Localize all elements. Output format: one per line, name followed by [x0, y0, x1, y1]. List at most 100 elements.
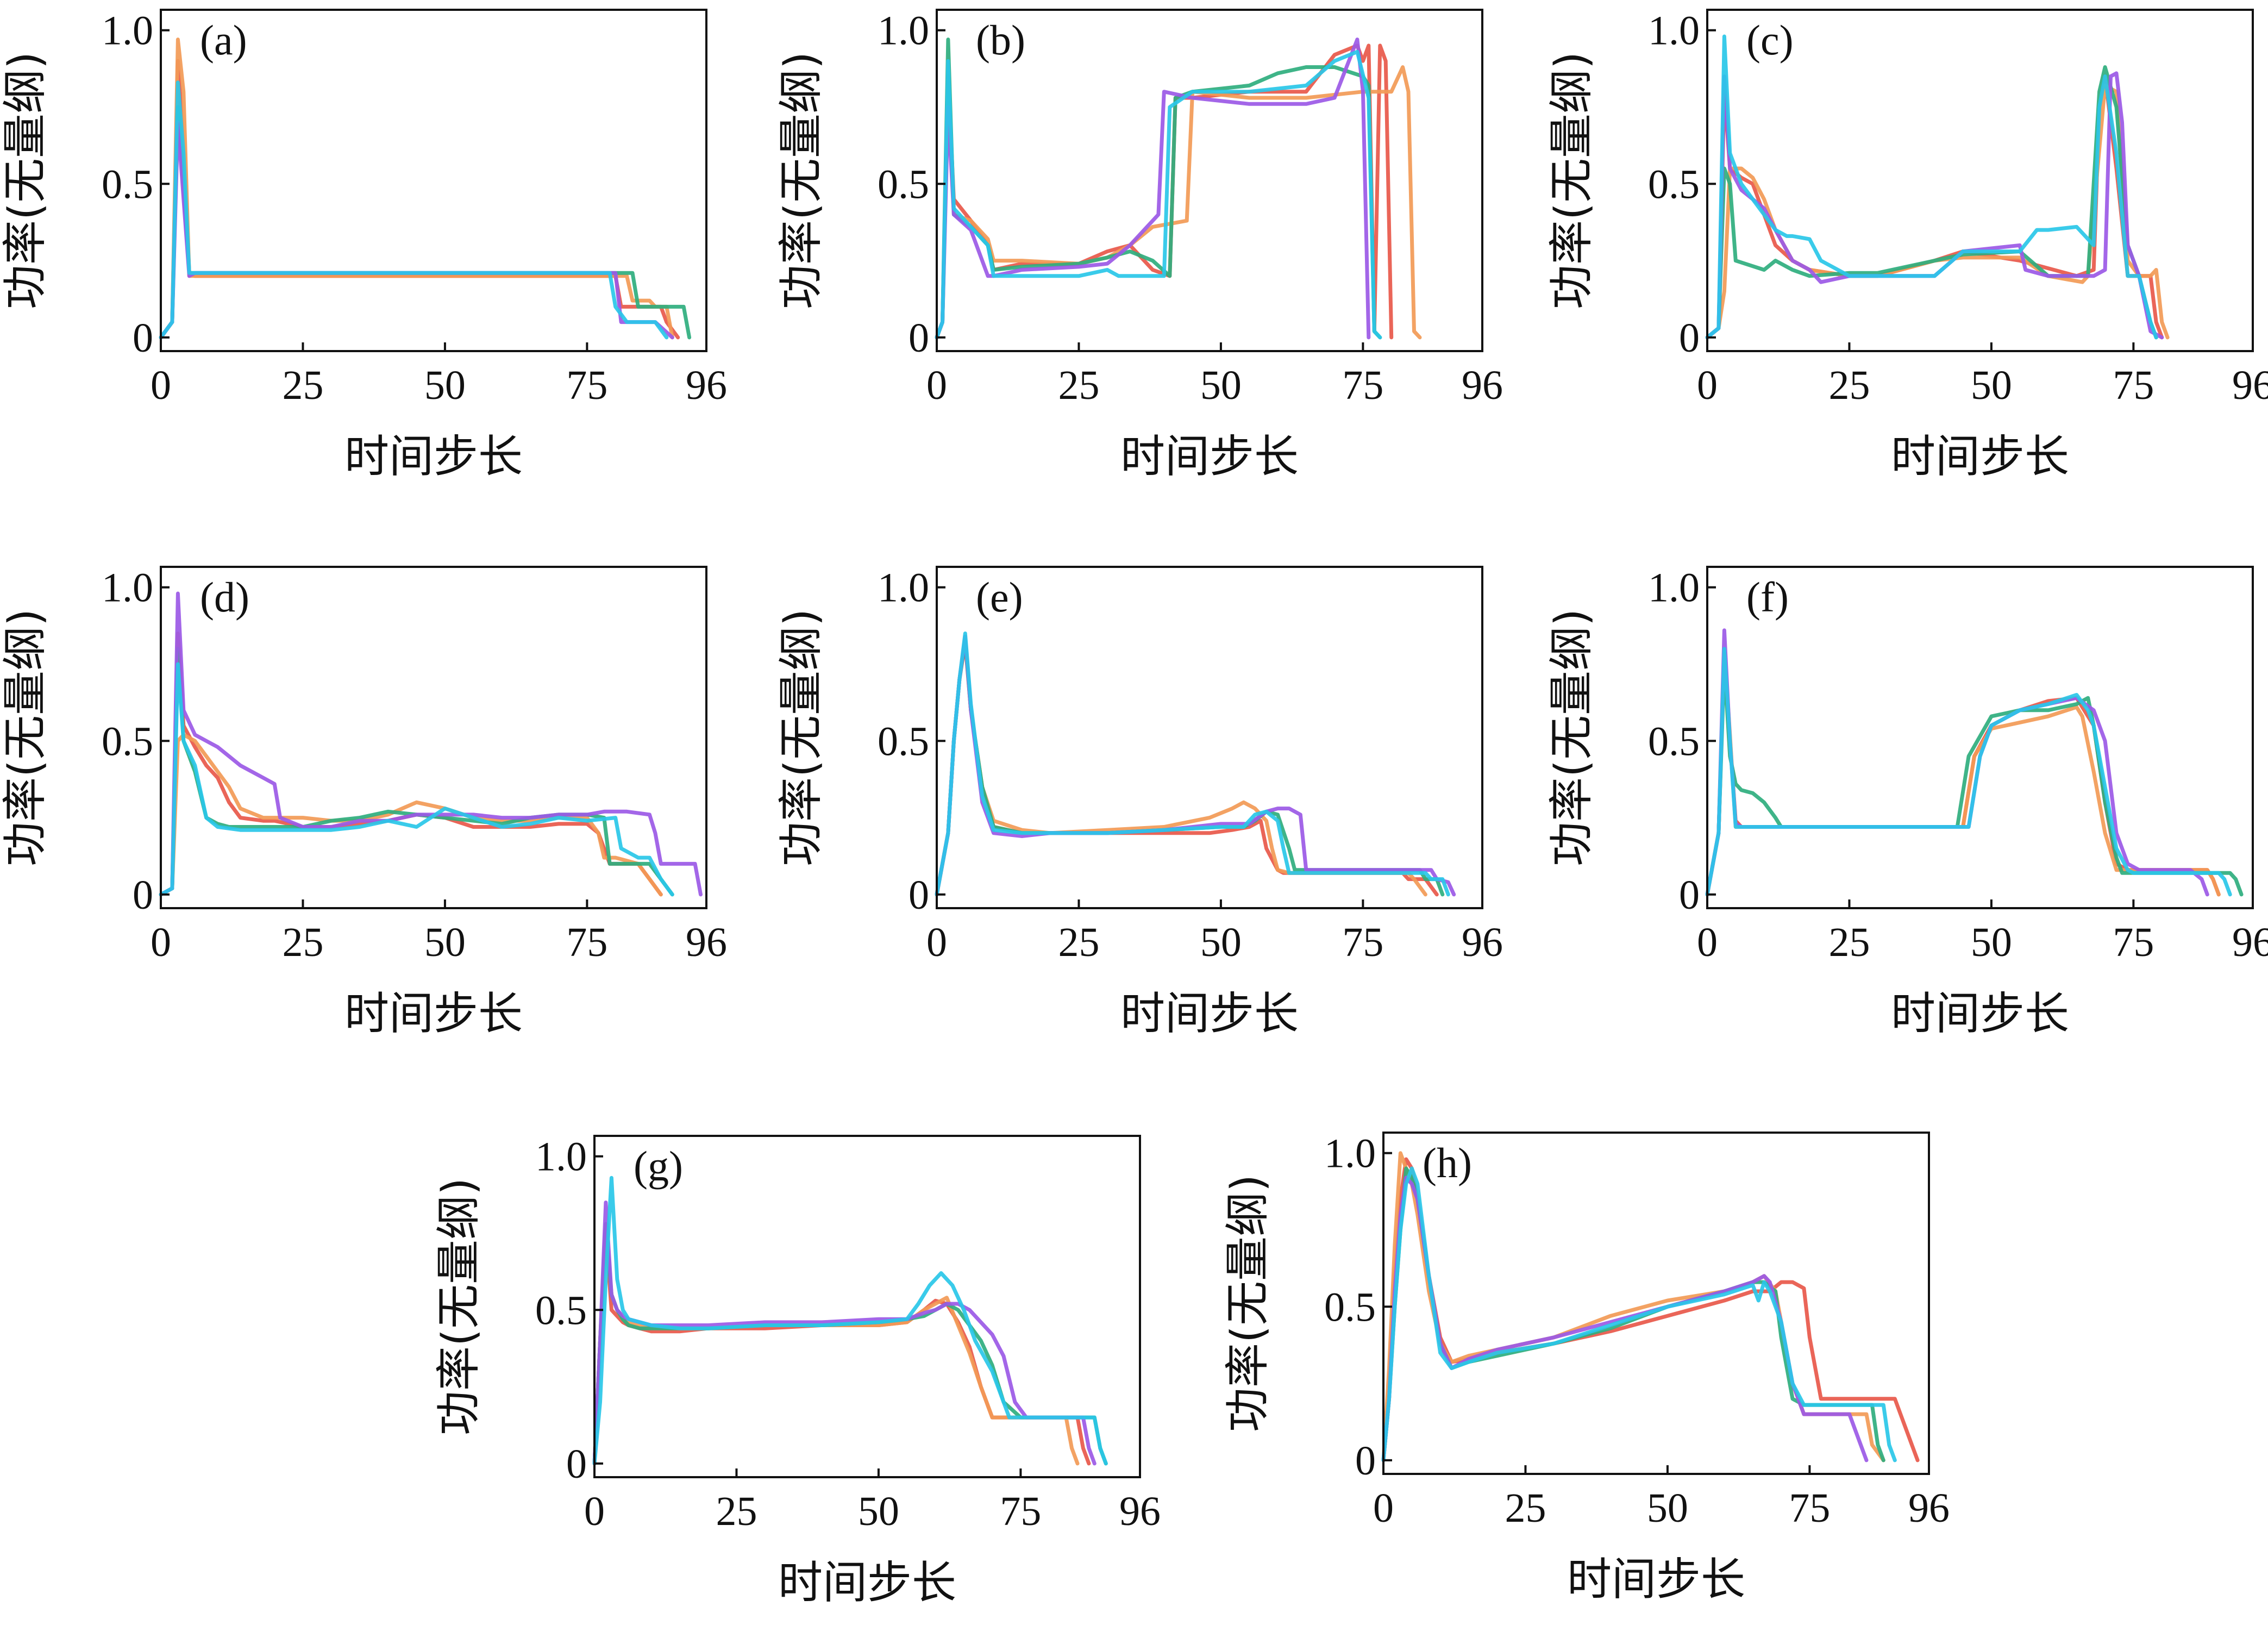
axes-frame [1382, 1132, 1930, 1475]
panel-tag: (d) [200, 573, 249, 621]
panel-tag: (a) [200, 16, 247, 64]
series-line [159, 38, 674, 340]
y-tick-label: 1.0 [535, 1134, 587, 1180]
y-tick-label: 1.0 [878, 565, 929, 611]
axes-frame [160, 9, 707, 352]
series-line [159, 80, 669, 340]
chart-panel: 0 25 50 75 96 0 0.5 1.0 (h) 时间步长 功率(无量纲) [1222, 1131, 1950, 1605]
y-tick-label: 0.5 [102, 718, 153, 764]
y-tick-label: 0.5 [102, 161, 153, 207]
series-line [1381, 1166, 1897, 1462]
series-line [159, 662, 674, 897]
y-tick-label: 0 [133, 872, 153, 918]
y-tick-label: 0 [133, 315, 153, 361]
y-axis-title: 功率(无量纲) [433, 1178, 485, 1435]
series-line [159, 59, 680, 340]
series-line [935, 49, 1382, 340]
x-tick-label: 0 [151, 362, 171, 408]
x-tick-label: 25 [1828, 362, 1870, 408]
chart-panel: 0 25 50 75 96 0 0.5 1.0 (a) 时间步长 功率(无量纲) [0, 8, 727, 483]
y-tick-label: 0 [1679, 872, 1700, 918]
series-line [935, 640, 1439, 897]
chart-panel: 0 25 50 75 96 0 0.5 1.0 (f) 时间步长 功率(无量纲) [1546, 565, 2268, 1040]
x-tick-label: 0 [1697, 362, 1718, 408]
x-tick-label: 50 [1647, 1485, 1688, 1531]
series-line [159, 733, 663, 897]
series-line [935, 38, 1371, 340]
panel-tag: (f) [1746, 573, 1789, 621]
x-tick-label: 50 [424, 920, 466, 965]
y-axis-title: 功率(无量纲) [1222, 1174, 1274, 1432]
y-tick-label: 1.0 [1648, 565, 1700, 611]
x-tick-label: 96 [1908, 1485, 1950, 1531]
series-line [1705, 628, 2209, 897]
axes-frame [936, 566, 1483, 909]
y-tick-label: 1.0 [1648, 8, 1700, 54]
series-line [935, 638, 1445, 897]
y-tick-label: 0.5 [1324, 1284, 1376, 1330]
x-tick-label: 75 [1789, 1485, 1830, 1531]
series-line [592, 1231, 1091, 1466]
series-line [935, 634, 1456, 897]
x-tick-label: 75 [566, 362, 607, 408]
series-line [592, 1222, 1108, 1466]
x-tick-label: 25 [1828, 920, 1870, 965]
panel-tag: (e) [976, 573, 1023, 621]
x-tick-label: 50 [1200, 362, 1242, 408]
series-line [159, 105, 692, 340]
x-tick-label: 96 [2232, 362, 2268, 408]
series-line [935, 632, 1450, 897]
x-axis-title: 时间步长 [1567, 1554, 1745, 1605]
x-tick-label: 96 [686, 920, 727, 965]
y-axis-title: 功率(无量纲) [0, 609, 51, 866]
panel-tag: (b) [976, 16, 1025, 64]
x-tick-label: 25 [1058, 920, 1099, 965]
y-tick-label: 0 [566, 1441, 587, 1487]
x-axis-title: 时间步长 [344, 431, 523, 483]
y-tick-label: 0 [1679, 315, 1700, 361]
y-axis-title: 功率(无量纲) [1546, 609, 1597, 866]
panel-tag: (h) [1423, 1139, 1472, 1186]
chart-panel: 0 25 50 75 96 0 0.5 1.0 (g) 时间步长 功率(无量纲) [433, 1134, 1161, 1609]
x-tick-label: 25 [282, 362, 323, 408]
x-tick-label: 75 [1000, 1489, 1041, 1534]
x-tick-label: 50 [424, 362, 466, 408]
x-axis-title: 时间步长 [1891, 431, 2069, 483]
series-line [935, 43, 1394, 340]
x-tick-label: 75 [566, 920, 607, 965]
x-tick-label: 25 [282, 920, 323, 965]
series-line [1705, 34, 2158, 340]
x-tick-label: 96 [686, 362, 727, 408]
x-tick-label: 50 [1971, 362, 2012, 408]
y-axis-title: 功率(无量纲) [775, 609, 827, 866]
x-tick-label: 25 [1505, 1485, 1546, 1531]
series-line [1705, 647, 2221, 897]
axes-frame [1706, 9, 2254, 352]
y-tick-label: 1.0 [102, 8, 153, 54]
panel-tag: (c) [1746, 16, 1794, 64]
y-axis-title: 功率(无量纲) [1546, 52, 1597, 309]
x-tick-label: 96 [1462, 920, 1503, 965]
x-axis-title: 时间步长 [344, 988, 523, 1040]
axes-frame [160, 566, 707, 909]
series-line [592, 1176, 1108, 1466]
series-line [159, 647, 674, 897]
y-tick-label: 0.5 [1648, 718, 1700, 764]
x-tick-label: 0 [1697, 920, 1718, 965]
series-line [592, 1222, 1080, 1466]
y-tick-label: 1.0 [1324, 1131, 1376, 1177]
y-tick-label: 1.0 [102, 565, 153, 611]
panel-tag: (g) [634, 1142, 683, 1190]
series-line [159, 120, 674, 340]
series-line [1381, 1157, 1920, 1462]
x-tick-label: 25 [1058, 362, 1099, 408]
x-tick-label: 50 [1971, 920, 2012, 965]
x-tick-label: 0 [151, 920, 171, 965]
chart-panel: 0 25 50 75 96 0 0.5 1.0 (c) 时间步长 功率(无量纲) [1546, 8, 2268, 483]
y-tick-label: 0.5 [878, 161, 929, 207]
y-tick-label: 0 [909, 872, 929, 918]
x-tick-label: 75 [2113, 920, 2154, 965]
x-tick-label: 0 [584, 1489, 605, 1534]
x-tick-label: 96 [1462, 362, 1503, 408]
y-axis-title: 功率(无量纲) [775, 52, 827, 309]
